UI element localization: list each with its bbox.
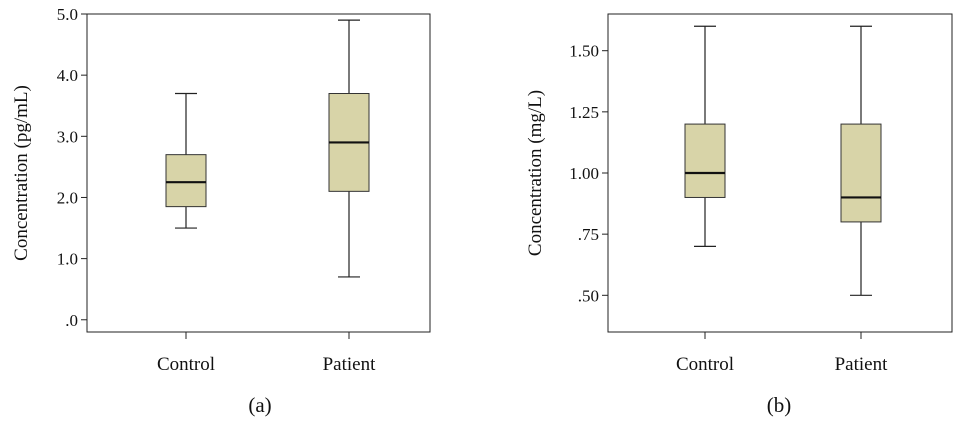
y-axis-title: Concentration (mg/L) [525, 90, 546, 256]
box-control [165, 92, 207, 229]
y-tick-label: 1.0 [57, 250, 78, 269]
panel-label: (a) [248, 393, 271, 417]
box-patient [840, 25, 882, 296]
y-tick-label: .75 [578, 225, 599, 244]
plot-frame [607, 13, 953, 333]
y-tick-label: 4.0 [57, 66, 78, 85]
y-tick-label: .50 [578, 286, 599, 305]
y-tick-label: 1.25 [569, 103, 599, 122]
iqr-box [840, 123, 882, 223]
plot-frame [86, 13, 431, 333]
box-control [684, 25, 726, 247]
panel-a: .0 1.0 2.0 3.0 4.0 5.0 Control Patient Concentra… [11, 5, 431, 417]
x-category-label: Control [157, 354, 215, 375]
panel-label: (b) [767, 393, 792, 417]
y-tick-label: .0 [65, 311, 78, 330]
iqr-box [684, 123, 726, 198]
x-category-label: Patient [323, 354, 376, 375]
y-tick-label: 5.0 [57, 5, 78, 24]
y-tick-label: 3.0 [57, 127, 78, 146]
panel-b: .50 .75 1.00 1.25 1.50 Control Patient Concentr… [525, 13, 953, 417]
y-tick-label: 1.50 [569, 42, 599, 61]
x-category-label: Patient [835, 354, 888, 375]
x-category-label: Control [676, 354, 734, 375]
box-patient [328, 19, 370, 278]
y-tick-label: 1.00 [569, 164, 599, 183]
y-tick-label: 2.0 [57, 188, 78, 207]
iqr-box [165, 154, 207, 208]
y-axis-title: Concentration (pg/mL) [11, 85, 32, 261]
